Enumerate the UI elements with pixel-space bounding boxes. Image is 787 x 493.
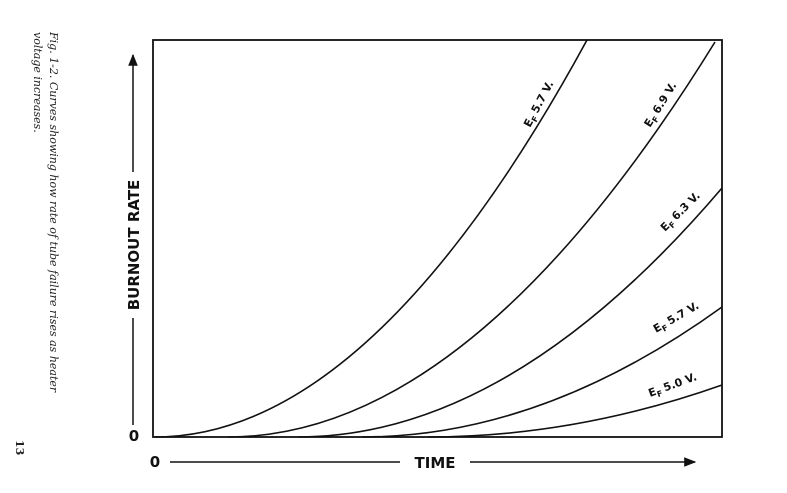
caption-line: voltage increases.	[31, 32, 44, 133]
curve	[227, 41, 716, 438]
subscript: F	[656, 389, 664, 399]
subscript: F	[530, 115, 541, 124]
voltage: 6.9 V.	[650, 80, 679, 116]
curve	[297, 187, 723, 438]
subscript: F	[651, 115, 662, 124]
voltage: 5.0 V.	[662, 370, 699, 394]
x-axis-label: TIME	[415, 454, 456, 472]
symbol: E	[647, 385, 659, 400]
voltage: 5.7 V.	[529, 79, 557, 116]
curve-label: EF6.3 V.	[658, 189, 704, 235]
y-origin: 0	[129, 427, 139, 445]
curve	[361, 306, 723, 438]
curve	[427, 384, 723, 438]
voltage: 5.7 V.	[665, 299, 701, 328]
curve-label: EF5.0 V.	[647, 370, 700, 401]
curve-labels: EF5.7 V. EF6.9 V. EF6.3 V. EF5.7 V. EF5.…	[521, 79, 704, 401]
plot-frame	[152, 39, 723, 438]
caption-line: Fig. 1-2. Curves showing how rate of tub…	[47, 31, 60, 393]
voltage: 6.3 V.	[669, 189, 703, 223]
x-origin: 0	[150, 453, 160, 471]
curve	[154, 39, 588, 438]
page-number: 13	[13, 440, 26, 455]
curve-label: EF5.7 V.	[651, 299, 702, 337]
subscript: F	[661, 323, 670, 334]
y-axis-label: BURNOUT RATE	[125, 180, 143, 311]
caption: Fig. 1-2. Curves showing how rate of tub…	[31, 31, 60, 393]
subscript: F	[667, 220, 677, 230]
